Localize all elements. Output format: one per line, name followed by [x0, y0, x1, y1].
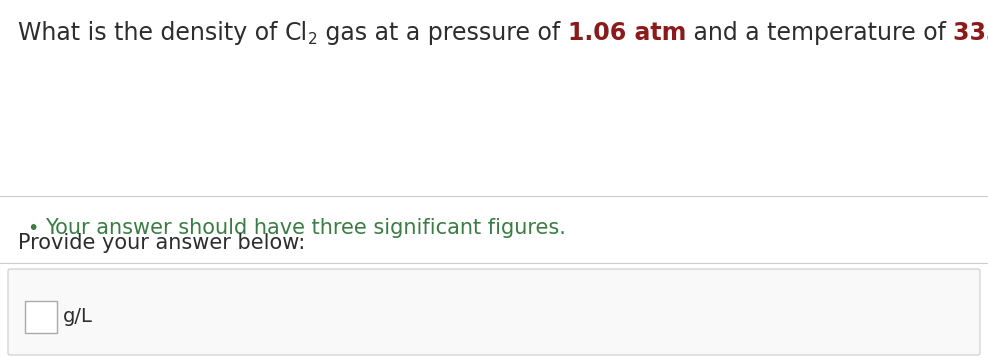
Text: Your answer should have three significant figures.: Your answer should have three significan… [45, 218, 566, 238]
FancyBboxPatch shape [8, 269, 980, 355]
Text: •: • [27, 218, 39, 237]
Text: and a temperature of: and a temperature of [686, 21, 953, 45]
Text: 333 K: 333 K [953, 21, 988, 45]
FancyBboxPatch shape [25, 301, 57, 333]
Text: Cl: Cl [285, 21, 308, 45]
Text: gas at a pressure of: gas at a pressure of [318, 21, 567, 45]
Text: 2: 2 [308, 32, 318, 47]
Text: Provide your answer below:: Provide your answer below: [18, 233, 305, 253]
Text: g/L: g/L [63, 308, 93, 326]
Text: What is the density of: What is the density of [18, 21, 285, 45]
Text: 1.06 atm: 1.06 atm [567, 21, 686, 45]
